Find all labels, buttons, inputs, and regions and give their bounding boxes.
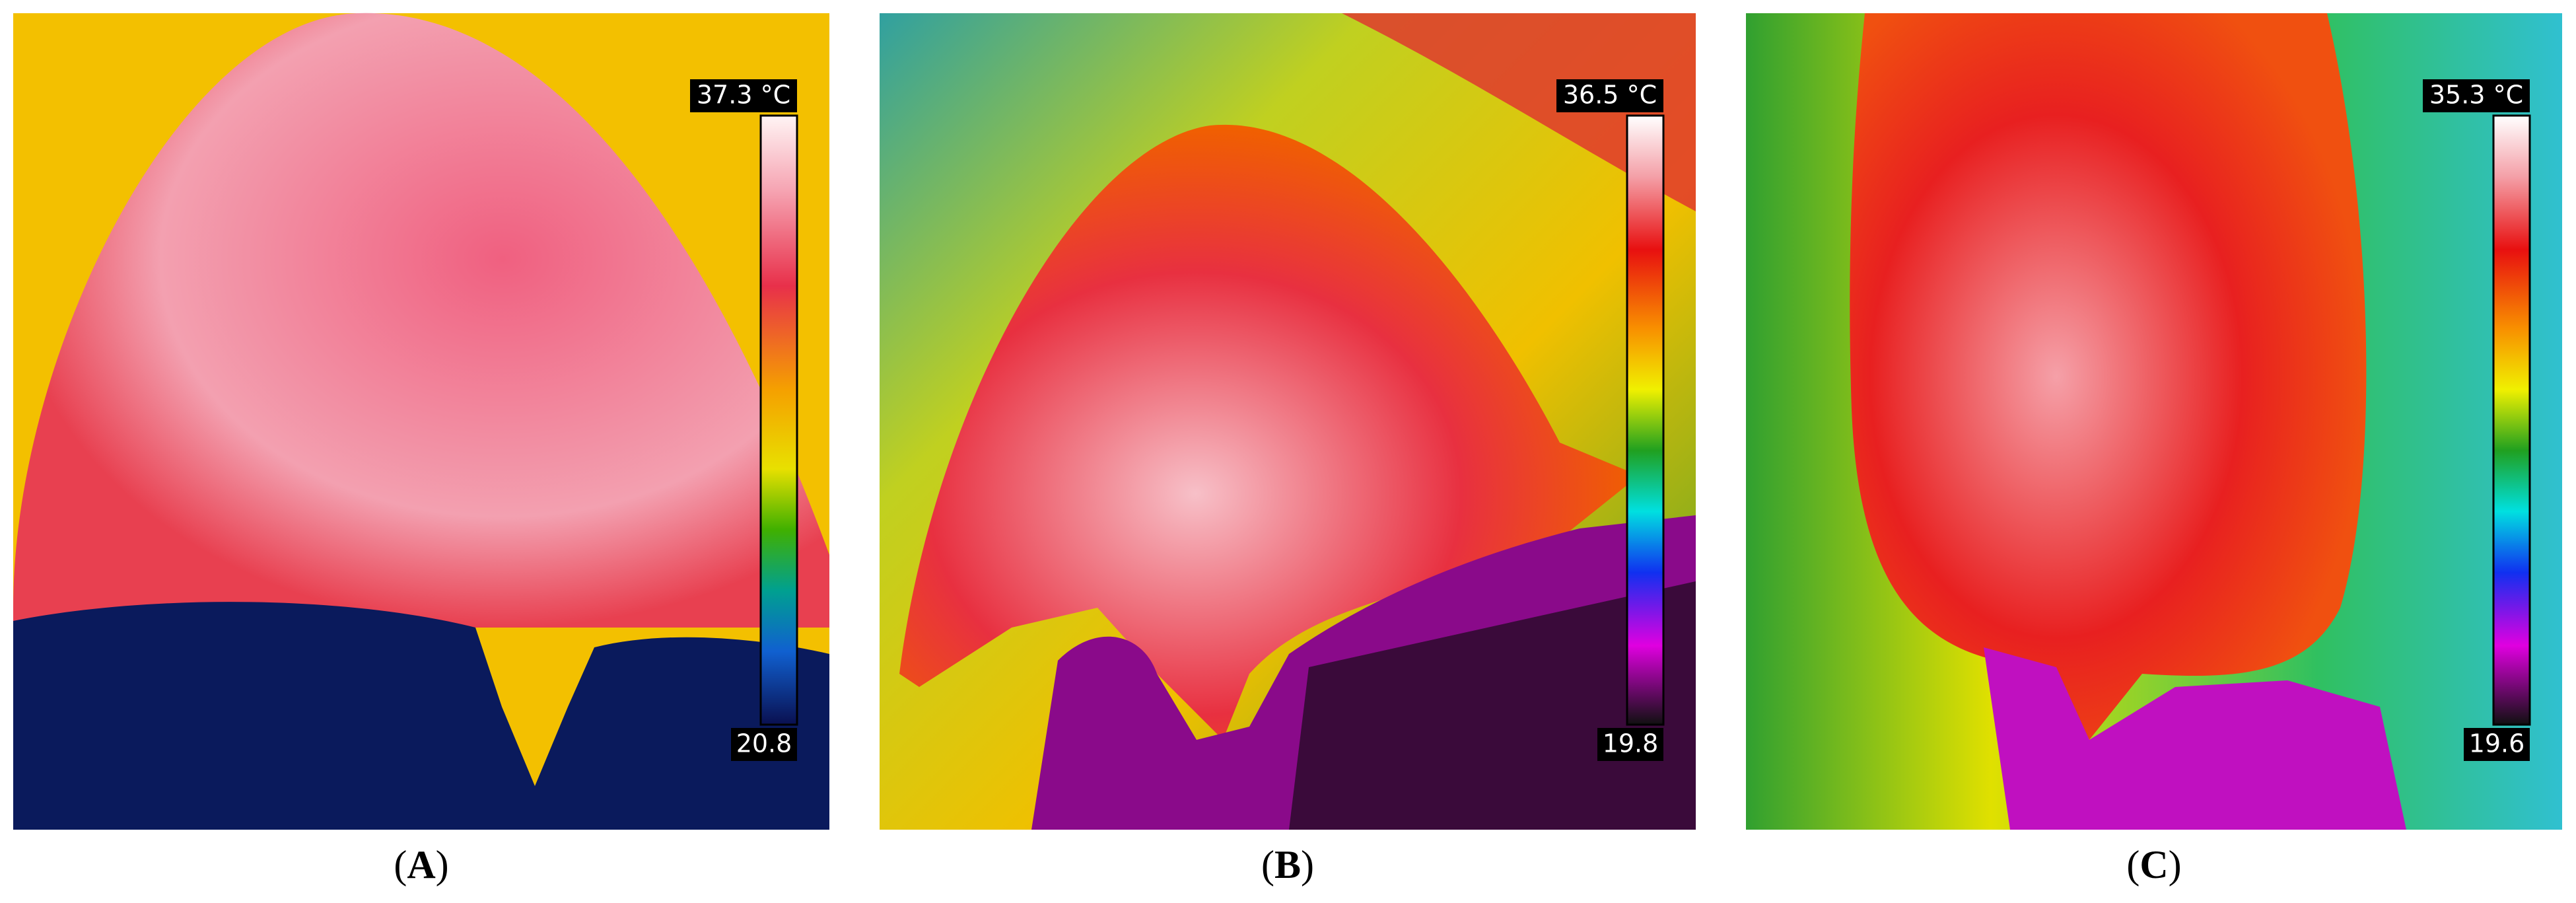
color-scale — [2492, 114, 2531, 726]
cold-region — [1289, 581, 1696, 830]
scale-box — [2423, 79, 2530, 112]
panel-b: 36.5 °C 19.8 — [880, 13, 1696, 830]
panel-c: 35.3 °C 19.6 — [1746, 13, 2562, 830]
scale-box — [731, 728, 797, 761]
udder-region — [13, 13, 829, 628]
scale-box — [690, 79, 797, 112]
udder-region — [899, 124, 1639, 740]
cold-region — [13, 602, 829, 830]
scale-max: 36.5 °C — [1563, 81, 1657, 110]
udder-region — [1850, 13, 2367, 740]
scale-box — [2464, 728, 2530, 761]
scale-max: 35.3 °C — [2429, 81, 2523, 110]
panel-label: (C) — [2126, 843, 2181, 886]
panel-label: (A) — [394, 843, 448, 886]
scale-box — [1556, 79, 1663, 112]
scale-box — [1597, 728, 1663, 761]
color-scale — [759, 114, 798, 726]
color-scale — [1626, 114, 1665, 726]
scale-min: 20.8 — [736, 729, 792, 758]
scale-min: 19.6 — [2469, 729, 2525, 758]
scale-max: 37.3 °C — [697, 81, 790, 110]
panel-label: (B) — [1261, 843, 1314, 886]
cold-region — [1984, 647, 2406, 830]
scale-min: 19.8 — [1603, 729, 1659, 758]
panel-a: 37.3 °C 20.8 — [13, 13, 829, 830]
hot-region — [1342, 13, 1696, 211]
